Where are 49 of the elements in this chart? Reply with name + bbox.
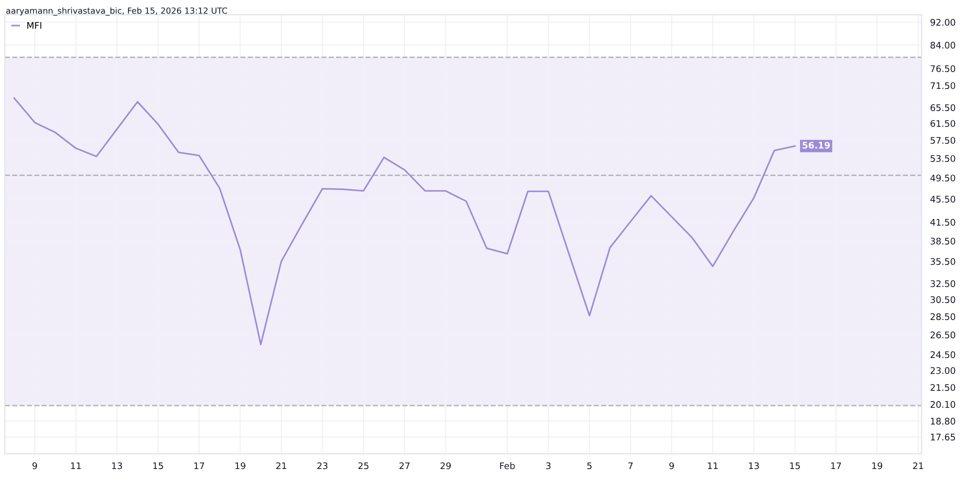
annotation: aaryamann_shrivastava_bic, Feb 15, 2026 13:12 UTC [6,7,228,16]
x-tick-label: 17 [194,462,204,470]
x-tick-label: 9 [32,462,37,470]
y-tick-label: 76.50 [930,65,956,72]
x-tick-label: 19 [872,462,882,470]
y-tick-label: 41.50 [930,218,956,226]
x-tick-label: 11 [708,462,718,470]
y-tick-label: 17.65 [930,434,955,440]
x-tick-label: 19 [235,462,246,470]
x-tick-label: 13 [112,462,122,470]
y-tick-label: 61.50 [930,120,956,127]
x-tick-label: 11 [71,462,81,470]
y-tick-label: 38.50 [930,238,956,245]
y-tick-label: 71.50 [930,82,956,90]
y-tick-label: 57.50 [930,136,956,144]
y-tick-label: 92.00 [930,18,956,26]
x-tick-label: 7 [628,462,633,470]
y-tick-label: 30.50 [930,296,956,304]
x-tick-label: 15 [790,462,800,470]
x-tick-label: 21 [913,462,924,470]
legend-label: MFI [27,22,42,29]
y-tick-label: 32.50 [930,280,956,288]
y-tick-label: 65.50 [930,104,956,112]
x-tick-label: 27 [399,462,410,470]
y-tick-label: 20.10 [930,400,956,408]
x-tick-label: 15 [153,462,163,470]
y-tick-label: 35.50 [930,258,956,265]
x-tick-label: Feb [500,462,515,470]
y-tick-label: 53.50 [930,155,956,162]
x-tick-label: 9 [669,462,674,470]
y-tick-label: 49.50 [930,174,956,182]
x-tick-label: 29 [440,462,451,470]
y-tick-label: 24.50 [930,351,956,358]
x-tick-label: 23 [317,462,328,470]
x-tick-label: 25 [358,462,368,470]
y-tick-label: 18.80 [930,418,956,425]
y-tick-label: 26.50 [930,332,956,338]
x-tick-label: 3 [546,462,551,470]
annotation: 56.19 [802,142,830,149]
y-tick-label: 23.00 [930,367,956,374]
x-tick-label: 5 [587,462,592,470]
y-tick-label: 21.50 [930,384,956,391]
y-tick-label: 84.00 [930,42,956,49]
x-tick-label: 17 [831,462,841,470]
x-tick-label: 13 [749,462,759,470]
x-tick-label: 21 [276,462,286,470]
line-series [13,97,796,346]
y-tick-label: 45.50 [930,196,956,203]
y-tick-label: 28.50 [930,313,956,320]
